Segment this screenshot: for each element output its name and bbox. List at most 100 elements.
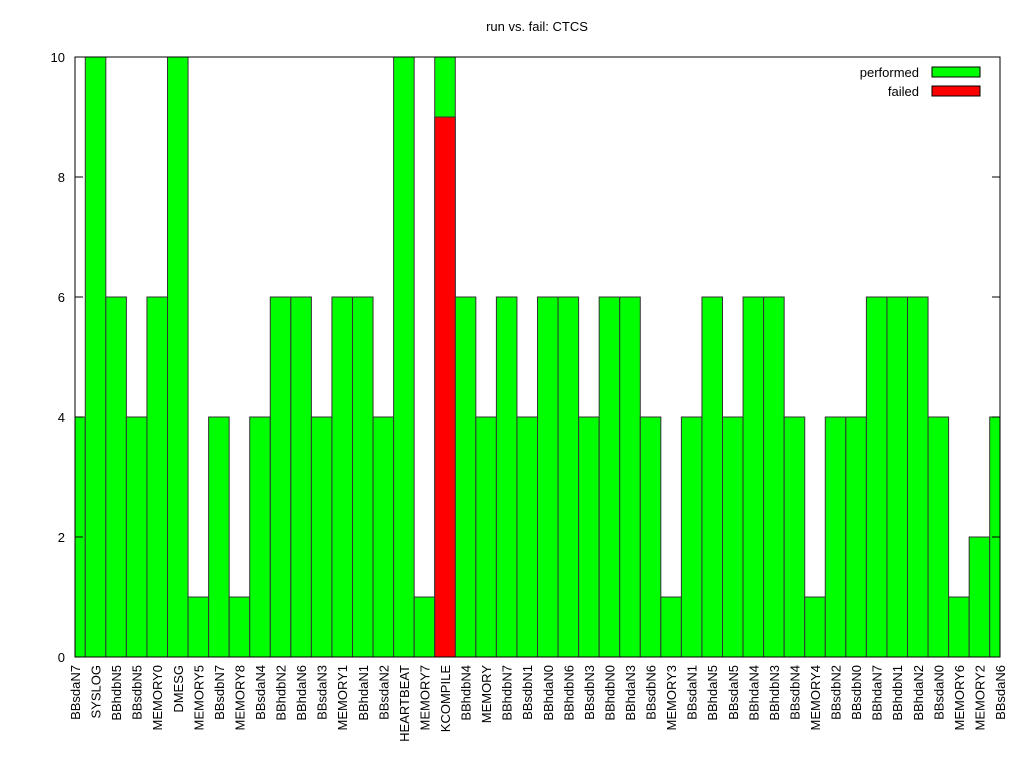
x-tick-label: BBhdbN5	[109, 665, 124, 721]
bar	[105, 296, 127, 658]
x-tick-label: MEMORY0	[150, 665, 165, 731]
chart-title: run vs. fail: CTCS	[486, 19, 588, 34]
bar	[475, 416, 497, 658]
x-tick-label: BBhdbN7	[500, 665, 515, 721]
x-tick-label: BBhdbN1	[890, 665, 905, 721]
bar	[701, 296, 724, 658]
x-tick-label: BBsdbN2	[829, 665, 844, 720]
bar	[495, 296, 518, 658]
x-tick-label: MEMORY6	[952, 665, 967, 731]
bar	[249, 416, 271, 658]
x-tick-label: DMESG	[171, 665, 186, 713]
x-tick-label: BBsdaN7	[68, 665, 83, 720]
bar	[680, 416, 703, 658]
legend-swatch	[931, 66, 981, 78]
bar	[537, 296, 559, 658]
bar	[228, 596, 251, 658]
plot-area	[75, 56, 1000, 658]
bar	[84, 56, 107, 658]
x-tick-label: BBsdaN0	[931, 665, 946, 720]
bar	[639, 416, 662, 658]
x-tick-label: BBsdbN3	[582, 665, 597, 720]
x-tick-label: BBhdbN2	[274, 665, 289, 721]
y-tick-label: 4	[58, 410, 65, 425]
bar	[722, 416, 744, 658]
x-tick-label: BBsdbN0	[849, 665, 864, 720]
x-tick-label: BBsdbN1	[520, 665, 535, 720]
bar	[290, 296, 312, 658]
y-tick-label: 10	[51, 50, 65, 65]
y-tick-label: 0	[58, 650, 65, 665]
x-tick-label: BBhdaN5	[705, 665, 720, 721]
bar	[824, 416, 847, 658]
x-tick-label: BBsdaN5	[726, 665, 741, 720]
bar	[968, 536, 991, 658]
bar	[804, 596, 826, 658]
bar	[187, 596, 210, 658]
bar	[886, 296, 909, 658]
x-tick-label: MEMORY1	[335, 665, 350, 731]
bar	[578, 416, 600, 658]
bar	[331, 296, 354, 658]
x-tick-label: SYSLOG	[89, 665, 104, 718]
y-tick-label: 2	[58, 530, 65, 545]
bar	[146, 296, 168, 658]
bar	[619, 296, 641, 658]
x-tick-label: BBhdaN4	[746, 665, 761, 721]
legend-swatch	[931, 85, 981, 97]
bar	[763, 296, 785, 658]
x-tick-label: BBhdaN7	[870, 665, 885, 721]
bar	[434, 116, 456, 658]
x-tick-label: BBsdaN1	[685, 665, 700, 720]
x-tick-label: BBhdaN6	[294, 665, 309, 721]
x-tick-label: MEMORY3	[664, 665, 679, 731]
x-tick-label: KCOMPILE	[438, 665, 453, 733]
bar	[516, 416, 539, 658]
x-tick-label: BBsdbN5	[130, 665, 145, 720]
bar	[927, 416, 950, 658]
bar	[557, 296, 580, 658]
bar	[660, 596, 682, 658]
x-tick-label: BBsdaN3	[315, 665, 330, 720]
bar	[310, 416, 333, 658]
x-tick-label: BBhdaN2	[911, 665, 926, 721]
bar	[598, 296, 621, 658]
x-tick-label: BBsdaN4	[253, 665, 268, 720]
x-tick-label: BBsdbN4	[787, 665, 802, 720]
bar	[865, 296, 888, 658]
x-tick-label: MEMORY	[479, 665, 494, 724]
x-tick-label: BBhdbN6	[561, 665, 576, 721]
bar	[167, 56, 189, 658]
x-tick-label: BBhdbN3	[767, 665, 782, 721]
x-tick-label: BBsdbN6	[644, 665, 659, 720]
x-tick-label: MEMORY7	[417, 665, 432, 731]
x-tick-label: BBsdaN2	[376, 665, 391, 720]
x-tick-label: BBsdaN6	[993, 665, 1008, 720]
y-tick-label: 6	[58, 290, 65, 305]
bar	[454, 296, 477, 658]
bar	[372, 416, 395, 658]
x-tick-label: BBhdaN3	[623, 665, 638, 721]
x-tick-label: MEMORY2	[972, 665, 987, 731]
bar	[393, 56, 415, 658]
x-tick-label: BBhdaN1	[356, 665, 371, 721]
x-tick-label: MEMORY4	[808, 665, 823, 731]
bar	[208, 416, 230, 658]
plot-border	[74, 56, 1001, 658]
x-tick-label: BBhdaN0	[541, 665, 556, 721]
bar	[948, 596, 970, 658]
x-tick-label: MEMORY5	[191, 665, 206, 731]
x-tick-label: MEMORY8	[232, 665, 247, 731]
x-tick-label: BBsdbN7	[212, 665, 227, 720]
y-tick-label: 8	[58, 170, 65, 185]
bar	[742, 296, 765, 658]
x-tick-label: BBhdbN4	[459, 665, 474, 721]
bar	[269, 296, 292, 658]
bar	[125, 416, 148, 658]
bar	[907, 296, 929, 658]
x-tick-label: HEARTBEAT	[397, 665, 412, 742]
legend-label: performed	[860, 65, 919, 80]
bar	[413, 596, 436, 658]
